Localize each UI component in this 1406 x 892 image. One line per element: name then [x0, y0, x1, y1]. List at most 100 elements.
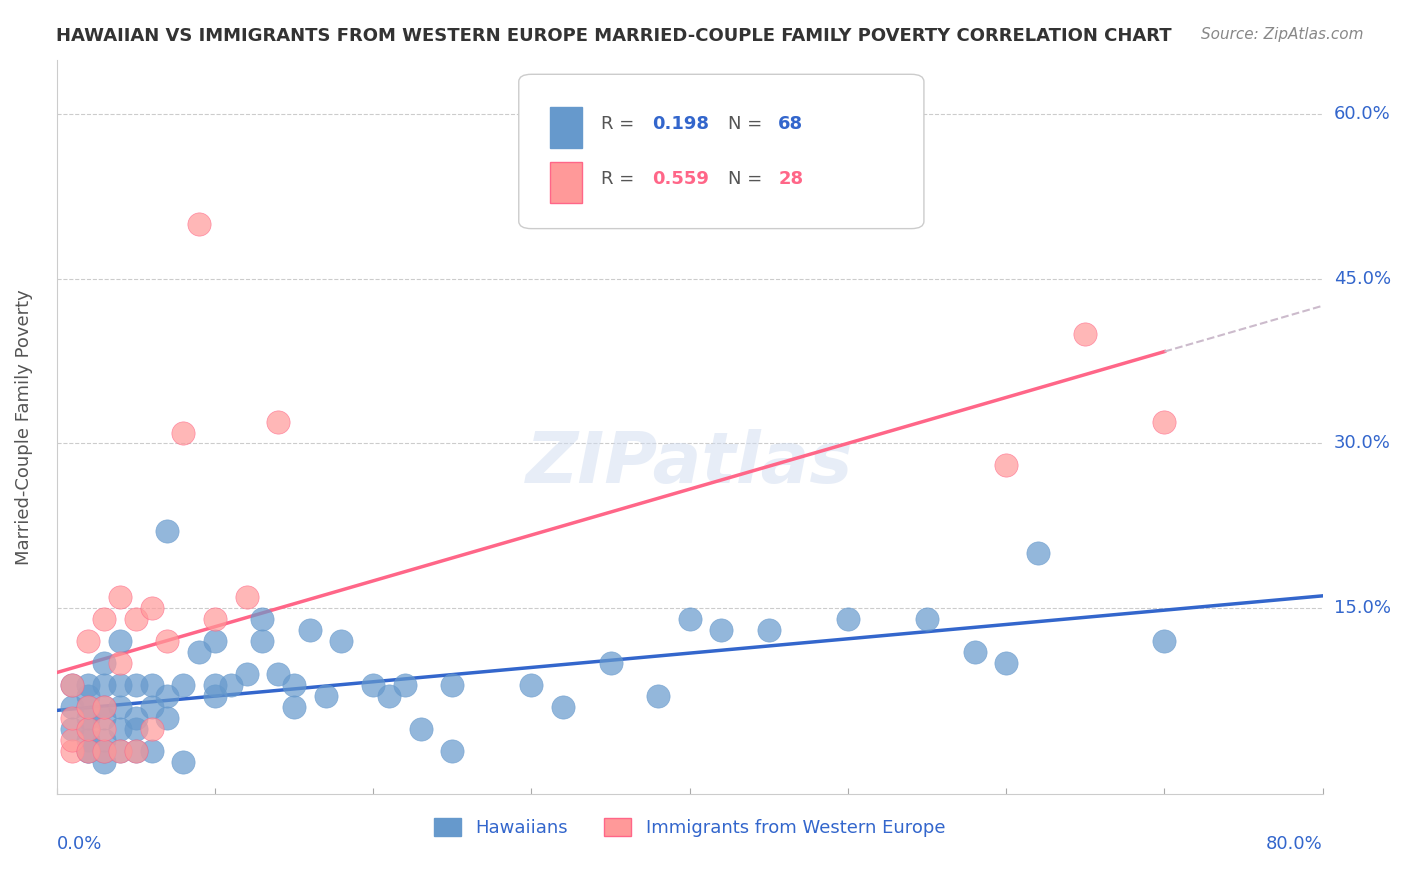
Text: N =: N =: [728, 115, 768, 133]
Bar: [550, 107, 582, 148]
Immigrants from Western Europe: [267, 415, 290, 429]
Hawaiians: [93, 732, 115, 747]
Hawaiians: [252, 634, 274, 648]
Hawaiians: [125, 711, 148, 725]
Hawaiians: [1153, 634, 1175, 648]
Immigrants from Western Europe: [156, 634, 179, 648]
Text: 0.0%: 0.0%: [56, 835, 103, 853]
Hawaiians: [77, 678, 100, 692]
Hawaiians: [837, 612, 859, 626]
Hawaiians: [679, 612, 702, 626]
Hawaiians: [758, 623, 780, 637]
Hawaiians: [915, 612, 938, 626]
Immigrants from Western Europe: [62, 711, 84, 725]
Hawaiians: [93, 755, 115, 769]
Hawaiians: [77, 689, 100, 703]
Hawaiians: [995, 656, 1018, 670]
Text: Source: ZipAtlas.com: Source: ZipAtlas.com: [1201, 27, 1364, 42]
Hawaiians: [77, 743, 100, 757]
Hawaiians: [378, 689, 401, 703]
Hawaiians: [204, 689, 226, 703]
Text: ZIPatlas: ZIPatlas: [526, 429, 853, 499]
Hawaiians: [108, 634, 131, 648]
Hawaiians: [77, 699, 100, 714]
Text: 68: 68: [779, 115, 803, 133]
Immigrants from Western Europe: [77, 699, 100, 714]
Hawaiians: [315, 689, 337, 703]
Hawaiians: [441, 743, 464, 757]
Hawaiians: [204, 634, 226, 648]
Immigrants from Western Europe: [62, 732, 84, 747]
Hawaiians: [141, 678, 163, 692]
Immigrants from Western Europe: [77, 743, 100, 757]
Immigrants from Western Europe: [141, 601, 163, 615]
Immigrants from Western Europe: [125, 612, 148, 626]
Hawaiians: [647, 689, 669, 703]
Immigrants from Western Europe: [125, 743, 148, 757]
Immigrants from Western Europe: [1074, 326, 1097, 341]
Text: R =: R =: [600, 170, 640, 188]
Text: R =: R =: [600, 115, 640, 133]
Bar: [550, 162, 582, 202]
Hawaiians: [1026, 546, 1049, 560]
Hawaiians: [77, 743, 100, 757]
Hawaiians: [156, 524, 179, 539]
Immigrants from Western Europe: [62, 743, 84, 757]
Hawaiians: [283, 699, 305, 714]
Hawaiians: [62, 699, 84, 714]
Immigrants from Western Europe: [93, 699, 115, 714]
Immigrants from Western Europe: [77, 634, 100, 648]
Hawaiians: [125, 678, 148, 692]
Hawaiians: [141, 743, 163, 757]
Hawaiians: [141, 699, 163, 714]
Hawaiians: [283, 678, 305, 692]
Hawaiians: [77, 722, 100, 736]
Hawaiians: [93, 711, 115, 725]
Hawaiians: [409, 722, 432, 736]
Text: 60.0%: 60.0%: [1334, 105, 1391, 123]
Hawaiians: [267, 666, 290, 681]
Text: 28: 28: [779, 170, 803, 188]
Hawaiians: [219, 678, 242, 692]
Hawaiians: [710, 623, 733, 637]
Immigrants from Western Europe: [1153, 415, 1175, 429]
Hawaiians: [62, 678, 84, 692]
Hawaiians: [156, 689, 179, 703]
Immigrants from Western Europe: [108, 590, 131, 604]
Hawaiians: [172, 678, 194, 692]
Hawaiians: [108, 743, 131, 757]
Text: 0.198: 0.198: [652, 115, 709, 133]
Hawaiians: [235, 666, 257, 681]
Hawaiians: [77, 732, 100, 747]
Hawaiians: [93, 743, 115, 757]
Text: 30.0%: 30.0%: [1334, 434, 1391, 452]
Immigrants from Western Europe: [995, 458, 1018, 473]
Text: 15.0%: 15.0%: [1334, 599, 1391, 617]
FancyBboxPatch shape: [519, 74, 924, 228]
Hawaiians: [330, 634, 353, 648]
Immigrants from Western Europe: [172, 425, 194, 440]
Immigrants from Western Europe: [235, 590, 257, 604]
Immigrants from Western Europe: [141, 722, 163, 736]
Hawaiians: [394, 678, 416, 692]
Text: HAWAIIAN VS IMMIGRANTS FROM WESTERN EUROPE MARRIED-COUPLE FAMILY POVERTY CORRELA: HAWAIIAN VS IMMIGRANTS FROM WESTERN EURO…: [56, 27, 1171, 45]
Immigrants from Western Europe: [93, 612, 115, 626]
Hawaiians: [551, 699, 574, 714]
Hawaiians: [108, 699, 131, 714]
Hawaiians: [188, 645, 211, 659]
Hawaiians: [125, 743, 148, 757]
Hawaiians: [93, 656, 115, 670]
Hawaiians: [252, 612, 274, 626]
Hawaiians: [599, 656, 621, 670]
Immigrants from Western Europe: [77, 722, 100, 736]
Hawaiians: [93, 699, 115, 714]
Hawaiians: [204, 678, 226, 692]
Immigrants from Western Europe: [204, 612, 226, 626]
Immigrants from Western Europe: [93, 743, 115, 757]
Immigrants from Western Europe: [62, 678, 84, 692]
Hawaiians: [108, 678, 131, 692]
Hawaiians: [125, 722, 148, 736]
Hawaiians: [298, 623, 321, 637]
Hawaiians: [172, 755, 194, 769]
Text: 80.0%: 80.0%: [1265, 835, 1323, 853]
